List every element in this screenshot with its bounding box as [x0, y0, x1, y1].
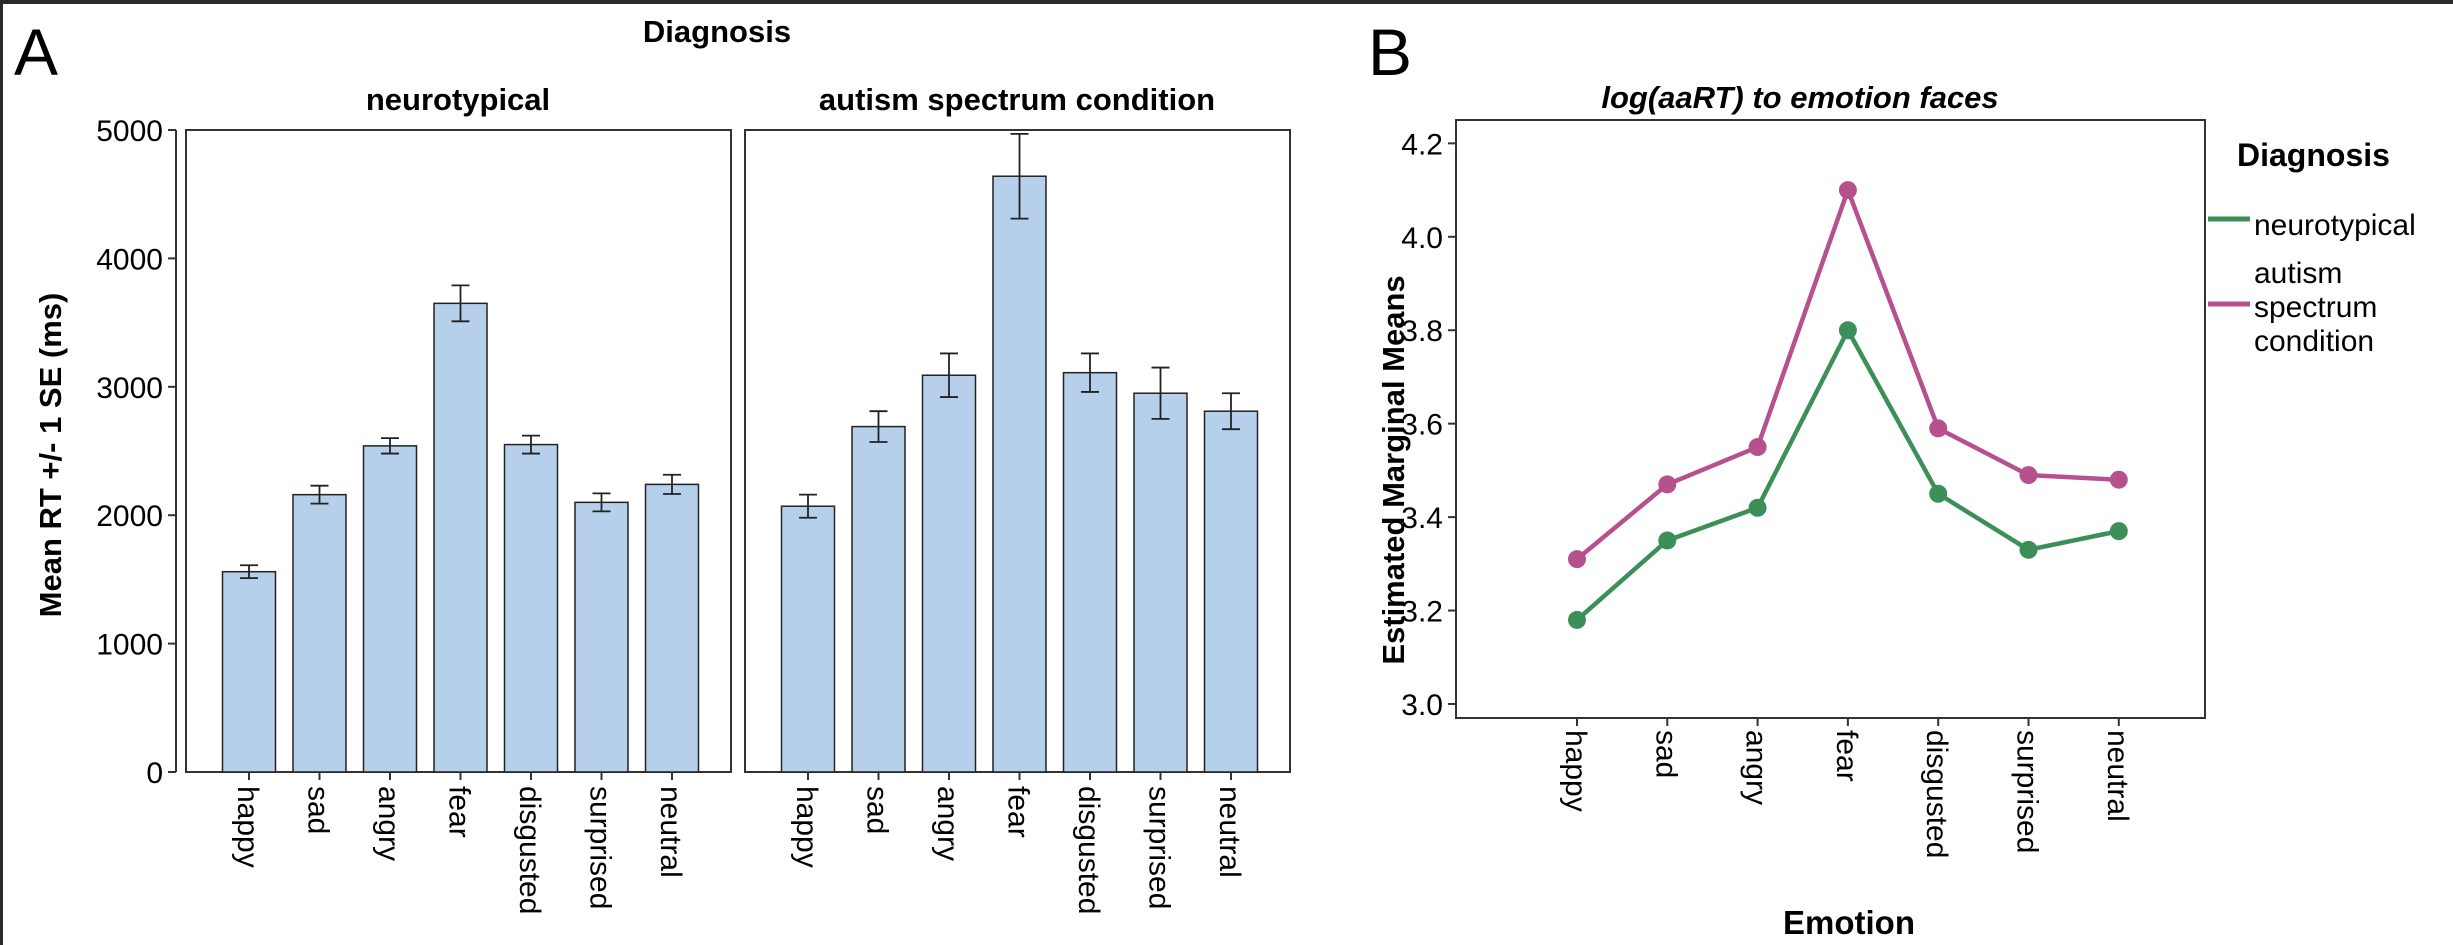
bar-asc-fear — [992, 175, 1047, 773]
chart-a-xtick-label-neutral: neutral — [1213, 786, 1246, 878]
chart-a-xaxis: happy sad angry fear disgusted surprised neutr… — [231, 772, 1246, 914]
chart-b-ytick-label: 3.4 — [1401, 502, 1443, 535]
legend-label-asc-line2: spectrum — [2254, 291, 2377, 324]
facet-title-asc: autism spectrum condition — [819, 82, 1215, 117]
chart-b-frame — [1455, 119, 2206, 719]
point-neurotypical-happy — [1568, 610, 1586, 629]
chart-a-xtick-label-sad: sad — [302, 786, 335, 834]
chart-a-xtick-label-surprised: surprised — [1143, 786, 1176, 909]
chart-a-ytick-label: 1000 — [96, 629, 163, 662]
point-asc-happy — [1568, 550, 1586, 569]
chart-a-xtick-label-angry: angry — [931, 786, 964, 861]
bar-asc-disgusted — [1062, 371, 1118, 773]
chart-a-ytick-label: 5000 — [96, 115, 163, 148]
top-border — [0, 0, 2453, 4]
bar-neurotypical-neutral — [644, 483, 700, 773]
chart-a-xtick-label-sad: sad — [861, 786, 894, 834]
chart-b-xtick-label-disgusted: disgusted — [1920, 730, 1953, 858]
chart-b-yaxis: 3.0 3.2 3.4 3.6 3.8 4.0 4.2 — [1401, 128, 1456, 722]
legend-label-asc-line1: autism — [2254, 257, 2342, 290]
chart-a-bars — [221, 132, 1259, 773]
chart-b-xtick-label-angry: angry — [1740, 730, 1773, 805]
bar-neurotypical-surprised — [574, 501, 629, 773]
point-asc-disgusted — [1929, 419, 1948, 438]
point-neurotypical-disgusted — [1929, 484, 1948, 503]
chart-a-yaxis: 0 1000 2000 3000 4000 5000 — [96, 115, 176, 790]
chart-b-xtick-label-fear: fear — [1830, 730, 1863, 782]
point-neurotypical-fear — [1838, 321, 1857, 340]
bar-neurotypical-angry — [362, 445, 418, 773]
point-neurotypical-neutral — [2109, 522, 2128, 541]
chart-b-ylabel: Estimated Marginal Means — [1376, 275, 1411, 664]
bar-asc-sad — [851, 425, 906, 773]
point-neurotypical-surprised — [2019, 540, 2038, 559]
legend-title: Diagnosis — [2237, 137, 2390, 173]
chart-b-xaxis: happy sad angry fear disgusted surprised neutr… — [1559, 718, 2134, 858]
left-border — [0, 0, 3, 945]
bar-neurotypical-sad — [292, 493, 347, 773]
chart-a-ytick-label: 2000 — [96, 500, 163, 533]
point-asc-neutral — [2109, 470, 2128, 489]
bar-neurotypical-fear — [433, 302, 488, 773]
point-neurotypical-angry — [1748, 498, 1767, 517]
bar-asc-surprised — [1133, 392, 1188, 773]
bar-neurotypical-happy — [221, 570, 277, 773]
point-asc-fear — [1838, 181, 1857, 200]
chart-a-xtick-label-disgusted: disgusted — [1072, 786, 1105, 914]
bar-asc-angry — [921, 374, 977, 773]
point-neurotypical-sad — [1658, 531, 1677, 550]
legend-label-neurotypical: neurotypical — [2254, 209, 2416, 242]
chart-a-xtick-label-happy: happy — [790, 786, 823, 868]
chart-b-xlabel: Emotion — [1783, 904, 1915, 941]
chart-b-ytick-label: 3.2 — [1401, 596, 1443, 629]
chart-a-xtick-label-happy: happy — [231, 786, 264, 868]
point-asc-surprised — [2019, 466, 2038, 485]
facet-title-neurotypical: neurotypical — [366, 82, 550, 117]
bar-neurotypical-disgusted — [503, 443, 559, 773]
chart-b-xtick-label-happy: happy — [1559, 730, 1592, 812]
chart-b-ytick-label: 3.0 — [1401, 689, 1443, 722]
chart-a-ytick-label: 0 — [146, 757, 163, 790]
chart-a-title: Diagnosis — [643, 14, 791, 49]
chart-a-xtick-label-neutral: neutral — [654, 786, 687, 878]
chart-b-ytick-label: 3.8 — [1401, 315, 1443, 348]
bar-asc-happy — [780, 505, 836, 773]
chart-b-title: log(aaRT) to emotion faces — [1601, 80, 1998, 115]
chart-a-xtick-label-surprised: surprised — [584, 786, 617, 909]
chart-b-ytick-label: 4.0 — [1401, 222, 1443, 255]
chart-b-ytick-label: 4.2 — [1401, 128, 1443, 161]
chart-a-xtick-label-disgusted: disgusted — [513, 786, 546, 914]
point-asc-angry — [1748, 438, 1767, 457]
chart-b-xtick-label-neutral: neutral — [2101, 730, 2134, 822]
point-asc-sad — [1658, 475, 1677, 494]
chart-a-ytick-label: 4000 — [96, 243, 163, 276]
bar-asc-neutral — [1203, 410, 1259, 773]
chart-a-xtick-label-fear: fear — [443, 786, 476, 838]
chart-b-xtick-label-sad: sad — [1649, 730, 1682, 778]
chart-a-ytick-label: 3000 — [96, 372, 163, 405]
chart-a-ylabel: Mean RT +/- 1 SE (ms) — [33, 293, 68, 618]
legend-label-asc-line3: condition — [2254, 325, 2374, 358]
chart-b-lines — [1568, 181, 2128, 629]
panel-b-label: B — [1368, 15, 1412, 89]
panel-a-label: A — [14, 15, 58, 89]
chart-b-ytick-label: 3.6 — [1401, 409, 1443, 442]
chart-a-xtick-label-angry: angry — [372, 786, 405, 861]
chart-b-xtick-label-surprised: surprised — [2011, 730, 2044, 853]
chart-a-xtick-label-fear: fear — [1002, 786, 1035, 838]
